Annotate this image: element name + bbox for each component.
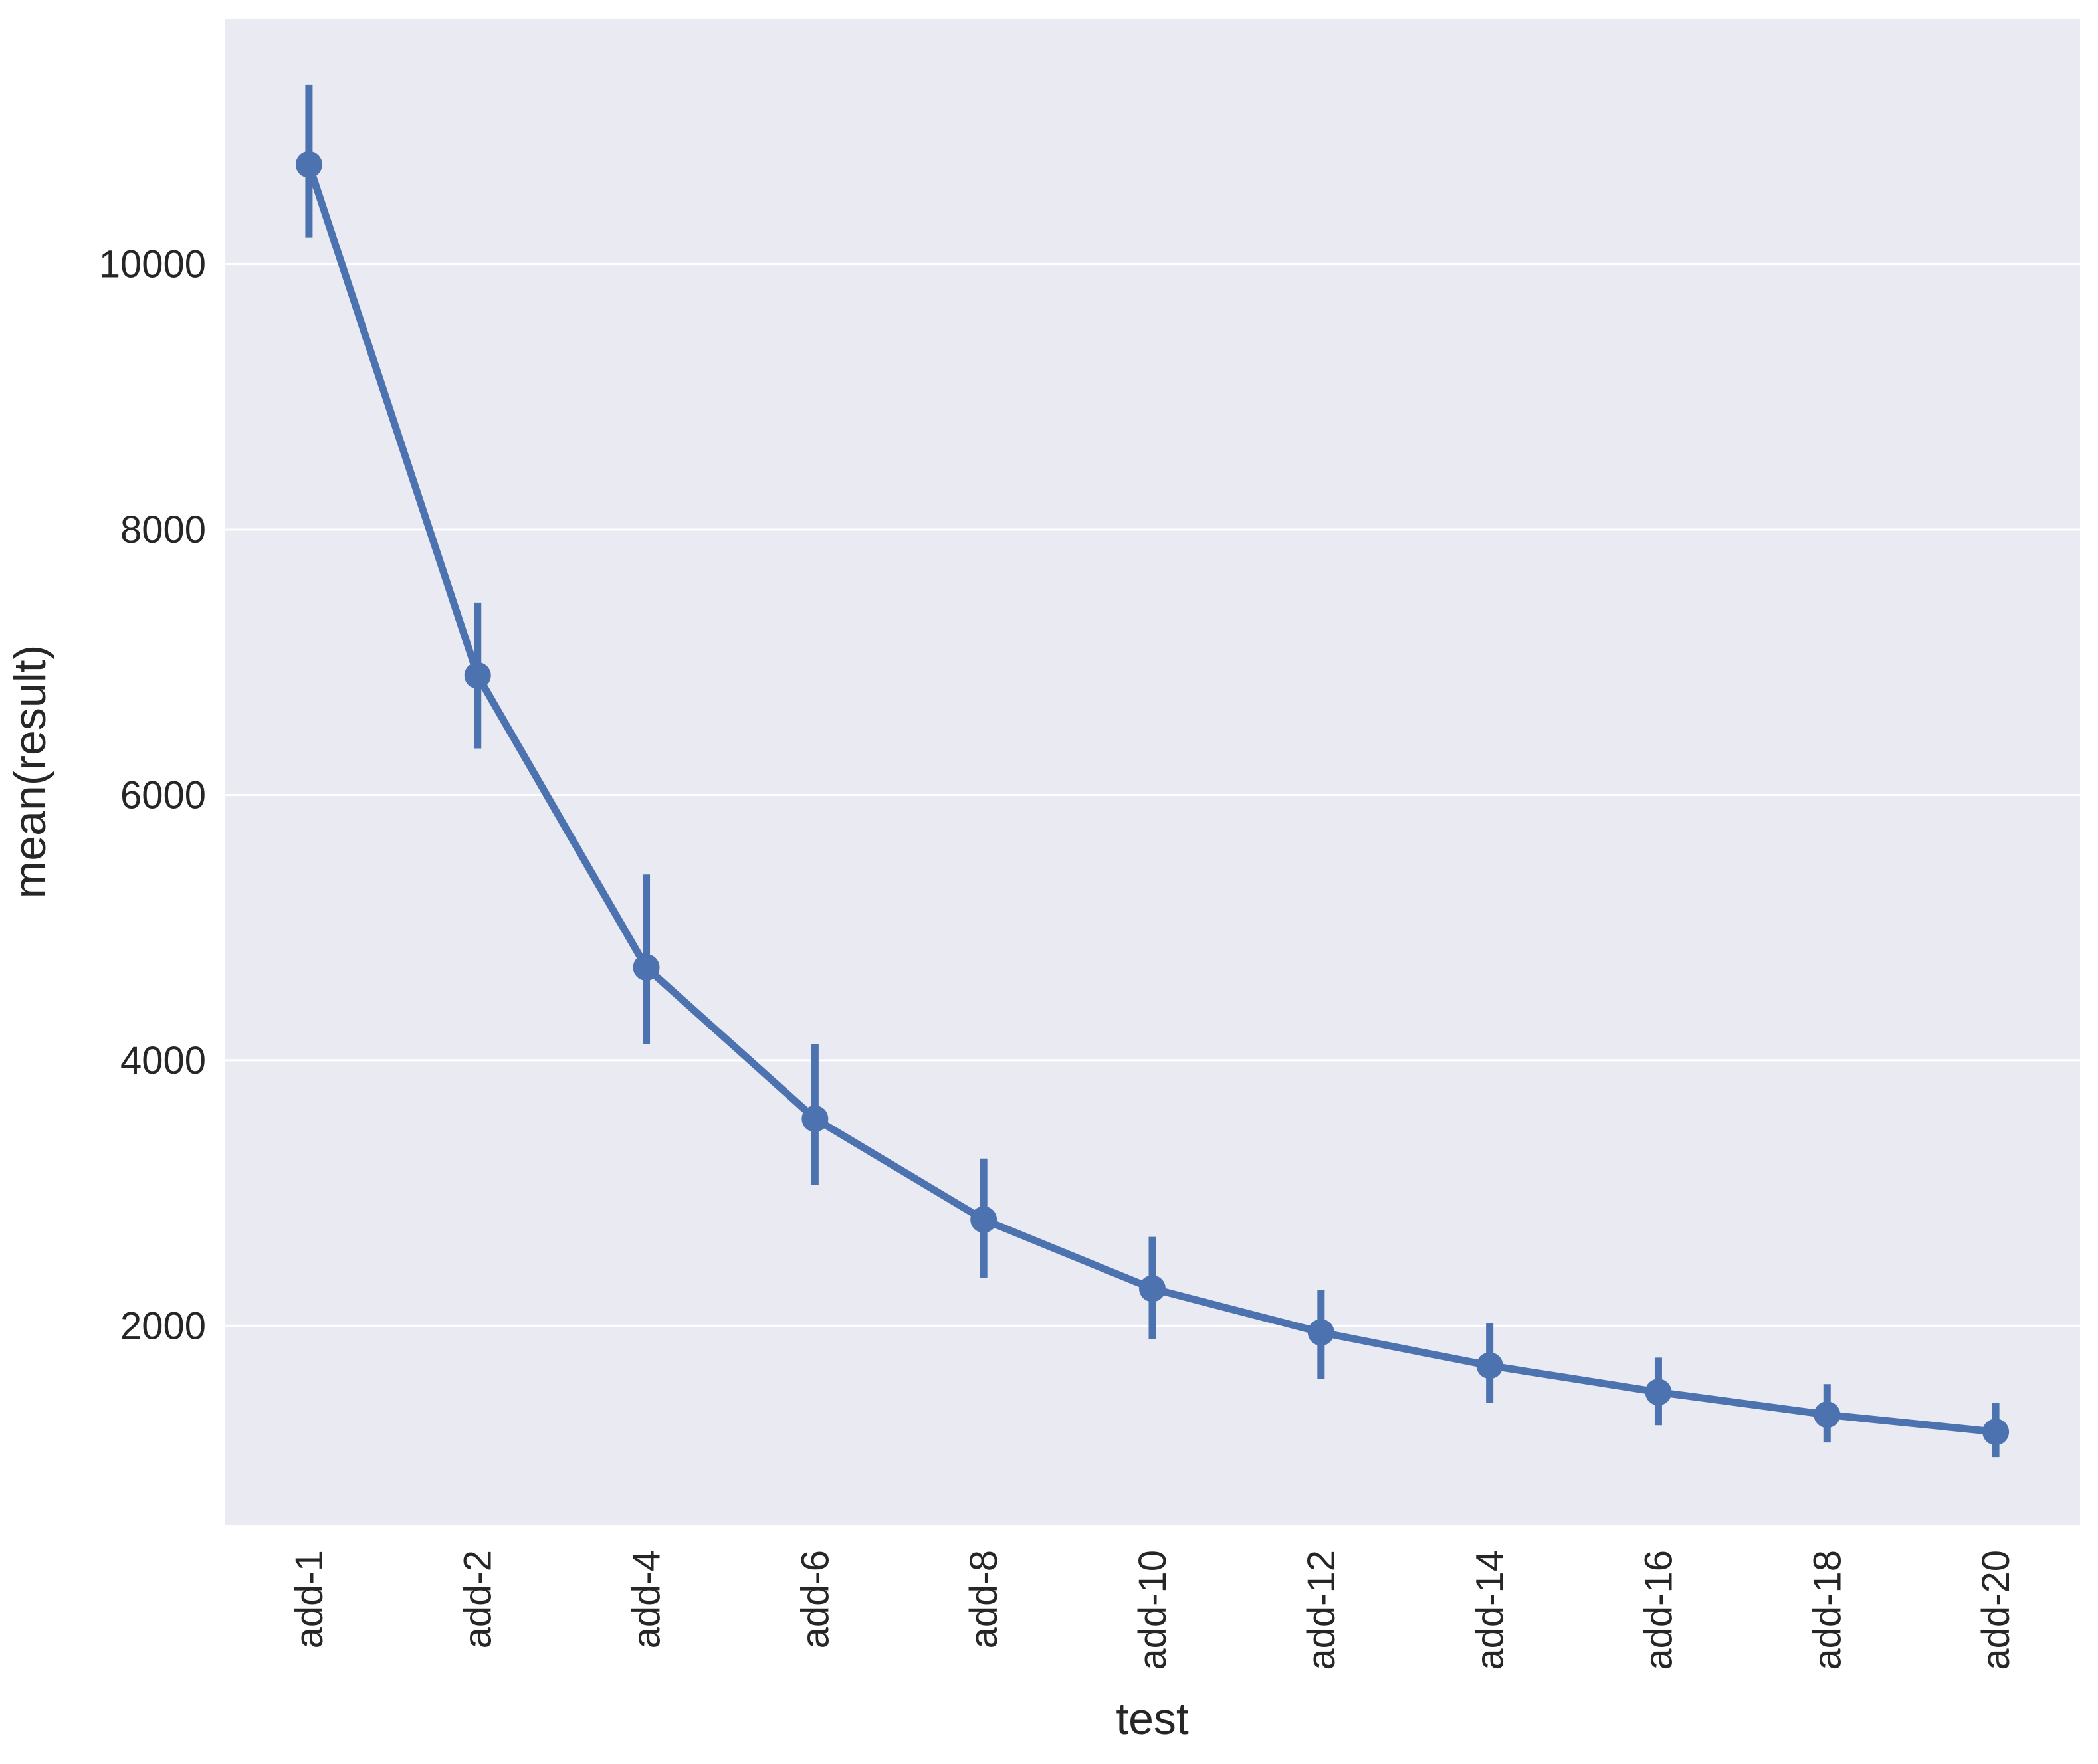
x-tick-label: add-14 xyxy=(1469,1550,1512,1670)
data-point-add-6 xyxy=(801,1105,829,1132)
data-point-add-12 xyxy=(1307,1319,1334,1346)
y-tick-label: 10000 xyxy=(99,243,206,286)
x-tick-label: add-20 xyxy=(1974,1550,2018,1670)
x-tick-label: add-18 xyxy=(1806,1550,1849,1670)
x-axis-label: test xyxy=(1116,1694,1189,1744)
grid-lines xyxy=(225,263,2080,1327)
y-tick-labels: 2000 4000 6000 8000 10000 xyxy=(99,243,206,1348)
x-tick-label: add-10 xyxy=(1131,1550,1174,1670)
x-tick-label: add-1 xyxy=(288,1550,331,1648)
x-tick-labels: add-1 add-2 add-4 add-6 add-8 add-10 add-12 add… xyxy=(288,1550,2018,1670)
x-tick-label: add-6 xyxy=(793,1550,837,1648)
data-point-add-2 xyxy=(464,662,491,689)
data-point-add-8 xyxy=(970,1206,997,1233)
x-tick-label: add-12 xyxy=(1300,1550,1343,1670)
x-tick-label: add-2 xyxy=(457,1550,500,1648)
y-tick-label: 2000 xyxy=(120,1304,206,1347)
x-tick-label: add-16 xyxy=(1637,1550,1680,1670)
data-point-add-10 xyxy=(1139,1275,1166,1302)
y-tick-label: 6000 xyxy=(120,773,206,817)
x-tick-label: add-8 xyxy=(962,1550,1005,1648)
data-point-add-1 xyxy=(295,151,322,178)
data-point-add-20 xyxy=(1982,1419,2010,1446)
y-axis-label: mean(result) xyxy=(5,645,55,899)
y-tick-label: 4000 xyxy=(120,1039,206,1082)
x-tick-label: add-4 xyxy=(625,1550,669,1648)
series-layer xyxy=(295,84,2010,1458)
y-tick-label: 8000 xyxy=(120,508,206,551)
data-point-add-4 xyxy=(633,954,660,981)
data-point-add-18 xyxy=(1814,1401,1841,1428)
data-point-add-14 xyxy=(1476,1352,1503,1379)
data-point-add-16 xyxy=(1645,1379,1672,1406)
